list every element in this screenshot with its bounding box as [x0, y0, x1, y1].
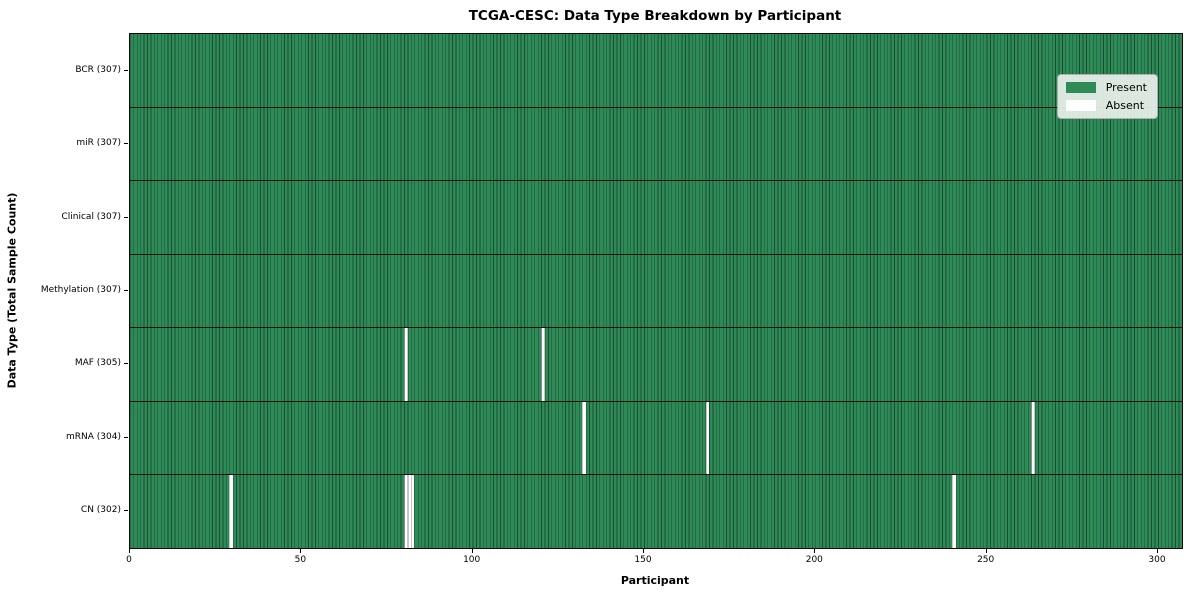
absent-cell-CN-81 — [407, 475, 411, 549]
y-tick-label-mRNA: mRNA (304) — [66, 431, 121, 442]
x-tick-label: 150 — [634, 555, 652, 565]
absent-cell-CN-80 — [404, 475, 408, 549]
x-tick-label: 100 — [463, 555, 481, 565]
heatmap-rows — [130, 34, 1182, 549]
heatmap-row-BCR — [130, 34, 1182, 107]
absent-cell-CN-240 — [952, 475, 956, 549]
heatmap-row-mRNA — [130, 400, 1182, 475]
x-tick-mark — [129, 549, 130, 553]
y-tick-mark — [124, 69, 128, 71]
absent-cell-MAF-120 — [541, 328, 545, 401]
x-tick-label: 300 — [1148, 555, 1166, 565]
plot-area: Present Absent — [129, 33, 1183, 549]
x-tick-label: 50 — [294, 555, 307, 565]
absent-cell-CN-29 — [229, 475, 233, 549]
absent-cell-mRNA-168 — [705, 401, 710, 475]
legend-swatch-absent — [1065, 100, 1096, 111]
x-tick-mark — [643, 549, 644, 553]
chart-title: TCGA-CESC: Data Type Breakdown by Partic… — [468, 8, 842, 24]
y-tick-mark — [124, 143, 128, 145]
heatmap-row-Methylation — [130, 253, 1182, 328]
y-tick-mark — [124, 290, 128, 291]
legend-item-present: Present — [1065, 81, 1147, 94]
y-tick-mark — [124, 363, 128, 365]
x-tick-mark — [1157, 549, 1158, 553]
legend-item-absent: Absent — [1065, 99, 1147, 112]
absent-cell-mRNA-132 — [582, 401, 586, 475]
y-tick-label-miR: miR (307) — [76, 138, 121, 149]
y-tick-label-MAF: MAF (305) — [74, 358, 121, 369]
x-tick-mark — [300, 549, 302, 553]
y-tick-label-BCR: BCR (307) — [75, 64, 121, 75]
x-tick-label: 200 — [805, 555, 823, 565]
x-tick-label: 0 — [126, 555, 132, 565]
heatmap-row-CN — [130, 474, 1182, 549]
legend-label-absent: Absent — [1105, 99, 1145, 112]
heatmap-row-MAF — [130, 327, 1182, 401]
x-tick-mark — [471, 549, 473, 553]
x-tick-label: 250 — [977, 555, 995, 565]
y-tick-label-Clinical: Clinical (307) — [61, 211, 121, 222]
y-tick-label-Methylation: Methylation (307) — [40, 285, 121, 295]
legend: Present Absent — [1056, 74, 1158, 119]
absent-cell-MAF-80 — [404, 328, 408, 401]
y-tick-label-CN: CN (302) — [80, 505, 121, 516]
y-tick-mark — [124, 216, 128, 218]
y-tick-mark — [124, 510, 128, 512]
legend-swatch-present — [1065, 82, 1096, 93]
legend-label-present: Present — [1105, 81, 1147, 94]
heatmap-row-miR — [130, 106, 1182, 181]
heatmap-row-Clinical — [130, 180, 1182, 254]
x-tick-mark — [814, 549, 816, 553]
absent-cell-mRNA-263 — [1031, 401, 1035, 475]
x-axis-label: Participant — [620, 574, 690, 587]
x-tick-mark — [985, 549, 987, 553]
absent-cell-CN-82 — [410, 475, 415, 549]
y-tick-mark — [124, 436, 128, 438]
